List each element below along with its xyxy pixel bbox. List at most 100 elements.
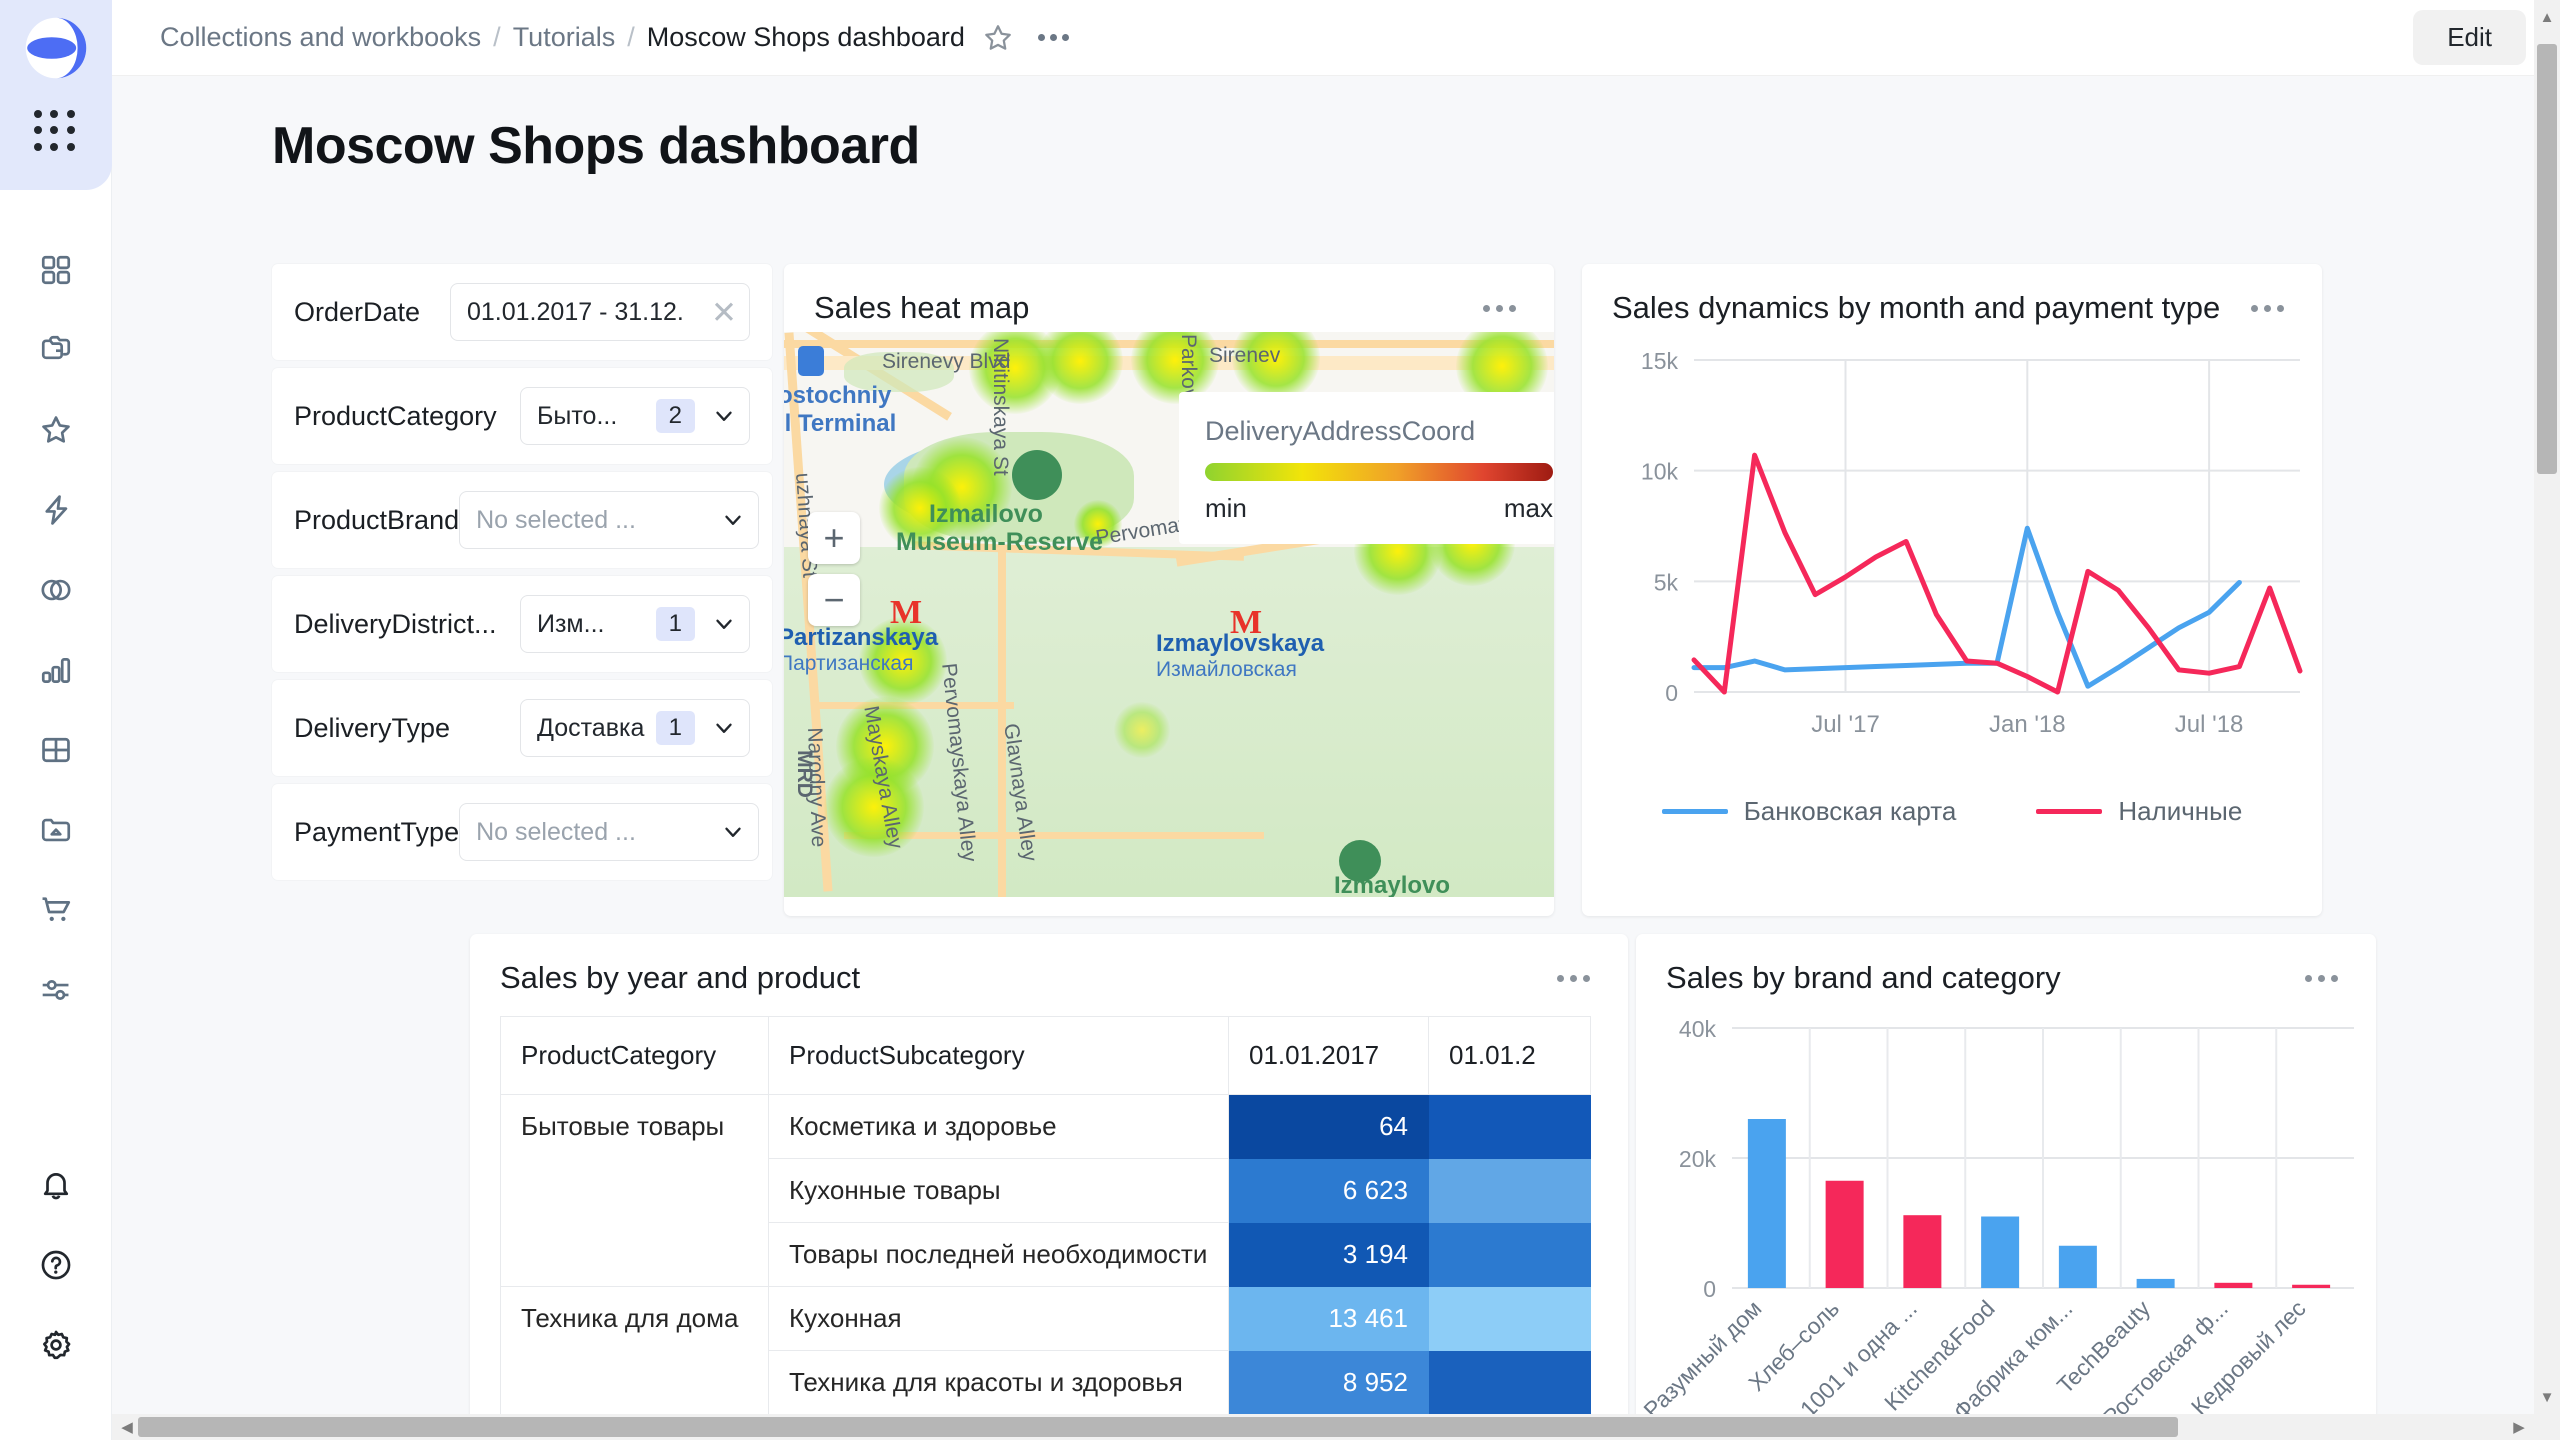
sidebar-item-quick-start[interactable] bbox=[20, 470, 92, 550]
breadcrumb-item-tutorials[interactable]: Tutorials bbox=[512, 22, 616, 52]
bar[interactable] bbox=[1825, 1180, 1864, 1288]
map-canvas[interactable]: M M Sirenevy Blvd ostochniy il Terminal … bbox=[784, 332, 1554, 897]
datalens-logo[interactable] bbox=[20, 12, 92, 84]
x-axis-tick-label: Разумный дом bbox=[1638, 1295, 1766, 1423]
favorite-star-button[interactable] bbox=[975, 15, 1021, 61]
dashboard-more-button[interactable] bbox=[1031, 15, 1077, 61]
productcategory-select[interactable]: Быто... 2 bbox=[520, 387, 750, 445]
sidebar-item-settings-sliders[interactable] bbox=[20, 950, 92, 1030]
chevron-down-icon bbox=[720, 507, 746, 533]
bar[interactable] bbox=[1981, 1216, 2020, 1289]
sidebar-item-datasets[interactable] bbox=[20, 710, 92, 790]
map-zoom-controls: + − bbox=[808, 512, 860, 636]
sidebar-item-workbooks[interactable] bbox=[20, 790, 92, 870]
x-axis-tick-label: Jul '17 bbox=[1811, 711, 1880, 738]
gear-icon bbox=[42, 1330, 71, 1360]
sidebar-item-help[interactable] bbox=[20, 1225, 92, 1305]
bar[interactable] bbox=[2292, 1284, 2331, 1288]
folder-image-icon bbox=[41, 818, 70, 842]
filter-label: OrderDate bbox=[294, 296, 421, 327]
legend-item-card[interactable]: Банковская карта bbox=[1661, 796, 1956, 827]
table-icon bbox=[41, 737, 70, 763]
sidebar-item-notifications[interactable] bbox=[20, 1145, 92, 1225]
top-bar: Collections and workbooks / Tutorials / … bbox=[112, 0, 2560, 76]
horizontal-scrollbar[interactable]: ◀ ▶ bbox=[112, 1414, 2534, 1440]
apps-grid-icon[interactable] bbox=[34, 110, 78, 154]
filter-label: ProductBrand bbox=[294, 504, 460, 535]
zoom-out-button[interactable]: − bbox=[808, 574, 860, 626]
widget-header: Sales by brand and category bbox=[1636, 934, 2376, 1002]
scrollbar-thumb-vertical[interactable] bbox=[2537, 44, 2557, 474]
star-icon bbox=[41, 416, 70, 443]
widget-more-button[interactable] bbox=[2297, 967, 2346, 990]
bar[interactable] bbox=[2136, 1278, 2175, 1288]
table-cell-subcategory: Кухонная bbox=[768, 1286, 1229, 1351]
scrollbar-thumb-horizontal[interactable] bbox=[138, 1417, 2178, 1437]
table-column-header[interactable]: 01.01.2017 bbox=[1228, 1016, 1429, 1095]
sidebar-item-settings[interactable] bbox=[20, 1305, 92, 1385]
widget-more-button[interactable] bbox=[1549, 967, 1598, 990]
table-row[interactable]: Техника для красоты и здоровья 8 952 bbox=[501, 1350, 1591, 1415]
y-axis-tick-label: 20k bbox=[1679, 1146, 1717, 1172]
map-label-metro-izmaylovskaya: Izmaylovskaya Измайловская bbox=[1156, 630, 1324, 682]
bar[interactable] bbox=[1903, 1215, 1942, 1288]
deliverytype-select[interactable]: Доставка 1 bbox=[520, 699, 750, 757]
table-column-header[interactable]: ProductSubcategory bbox=[768, 1016, 1229, 1095]
widget-more-button[interactable] bbox=[2243, 297, 2292, 320]
widget-title: Sales by year and product bbox=[500, 960, 861, 995]
table-column-header[interactable]: ProductCategory bbox=[500, 1016, 769, 1095]
clear-icon[interactable]: ✕ bbox=[711, 294, 737, 330]
vertical-scrollbar[interactable]: ▲ ▼ bbox=[2534, 0, 2560, 1440]
zoom-in-button[interactable]: + bbox=[808, 512, 860, 564]
productbrand-placeholder: No selected ... bbox=[476, 505, 636, 534]
edit-button[interactable]: Edit bbox=[2413, 10, 2526, 65]
table-column-header[interactable]: 01.01.2 bbox=[1428, 1016, 1591, 1095]
question-circle-icon bbox=[41, 1250, 71, 1280]
map-label: Museum-Reserve bbox=[896, 528, 1104, 556]
heat-blob bbox=[1232, 332, 1320, 402]
scroll-right-icon[interactable]: ▶ bbox=[2513, 1419, 2525, 1436]
table-row[interactable]: Кухонные товары 6 623 bbox=[501, 1158, 1591, 1223]
sidebar-item-connections[interactable] bbox=[20, 550, 92, 630]
deliverydistrict-select[interactable]: Изм... 1 bbox=[520, 595, 750, 653]
productbrand-select[interactable]: No selected ... bbox=[459, 491, 760, 549]
sidebar-item-charts[interactable] bbox=[20, 630, 92, 710]
chevron-down-icon bbox=[720, 819, 746, 845]
sidebar-item-navigation[interactable] bbox=[20, 230, 92, 310]
bar[interactable] bbox=[2058, 1245, 2097, 1288]
orderdate-input[interactable]: 01.01.2017 - 31.12. ✕ bbox=[450, 283, 750, 341]
sliders-icon bbox=[42, 980, 68, 1000]
map-label: Parkov bbox=[1177, 334, 1200, 400]
table-cell-value-2018 bbox=[1428, 1350, 1591, 1415]
bar[interactable] bbox=[1747, 1119, 1786, 1288]
legend-min-label: min bbox=[1205, 493, 1247, 523]
legend-swatch bbox=[2036, 809, 2103, 814]
table-row[interactable]: Бытовые товары Косметика и здоровье 64 bbox=[500, 1094, 1591, 1287]
scroll-down-icon[interactable]: ▼ bbox=[2539, 1388, 2555, 1406]
sidebar-item-favorites[interactable] bbox=[20, 390, 92, 470]
breadcrumb-item-collections[interactable]: Collections and workbooks bbox=[160, 22, 482, 52]
scroll-left-icon[interactable]: ◀ bbox=[121, 1419, 133, 1436]
sidebar-item-marketplace[interactable] bbox=[20, 870, 92, 950]
bar[interactable] bbox=[2214, 1282, 2253, 1288]
table-cell-value-2018 bbox=[1428, 1158, 1591, 1223]
cart-icon bbox=[42, 897, 70, 922]
table-cell-subcategory: Кухонные товары bbox=[768, 1158, 1229, 1223]
sidebar-item-collections[interactable] bbox=[20, 310, 92, 390]
bar-chart-plot[interactable]: 0 20k 40k Разумный дом Хлеб–соль 1001 и одна … bbox=[1636, 1002, 2376, 1432]
table-row[interactable]: Техника для дома Кухонная 13 461 bbox=[500, 1286, 1591, 1415]
table-scroll-container[interactable]: ProductCategory ProductSubcategory 01.01.2… bbox=[470, 1002, 1628, 1415]
heat-blob bbox=[824, 757, 924, 857]
paymenttype-select[interactable]: No selected ... bbox=[459, 803, 760, 861]
tree-icon bbox=[1339, 840, 1381, 882]
scroll-up-icon[interactable]: ▲ bbox=[2539, 8, 2555, 26]
widget-more-button[interactable] bbox=[1475, 297, 1524, 320]
table-body: Бытовые товары Косметика и здоровье 64 Кухо… bbox=[500, 1094, 1591, 1415]
legend-item-cash[interactable]: Наличные bbox=[2036, 796, 2242, 827]
widget-title: Sales heat map bbox=[814, 290, 1030, 325]
map-label: Sirenevy Blvd bbox=[882, 350, 1011, 373]
map-label: Izmailovo bbox=[929, 500, 1043, 528]
line-chart-plot[interactable]: 0 5k 10k 15k Jul '17 Jan '18 Jul '18 bbox=[1582, 332, 2322, 802]
